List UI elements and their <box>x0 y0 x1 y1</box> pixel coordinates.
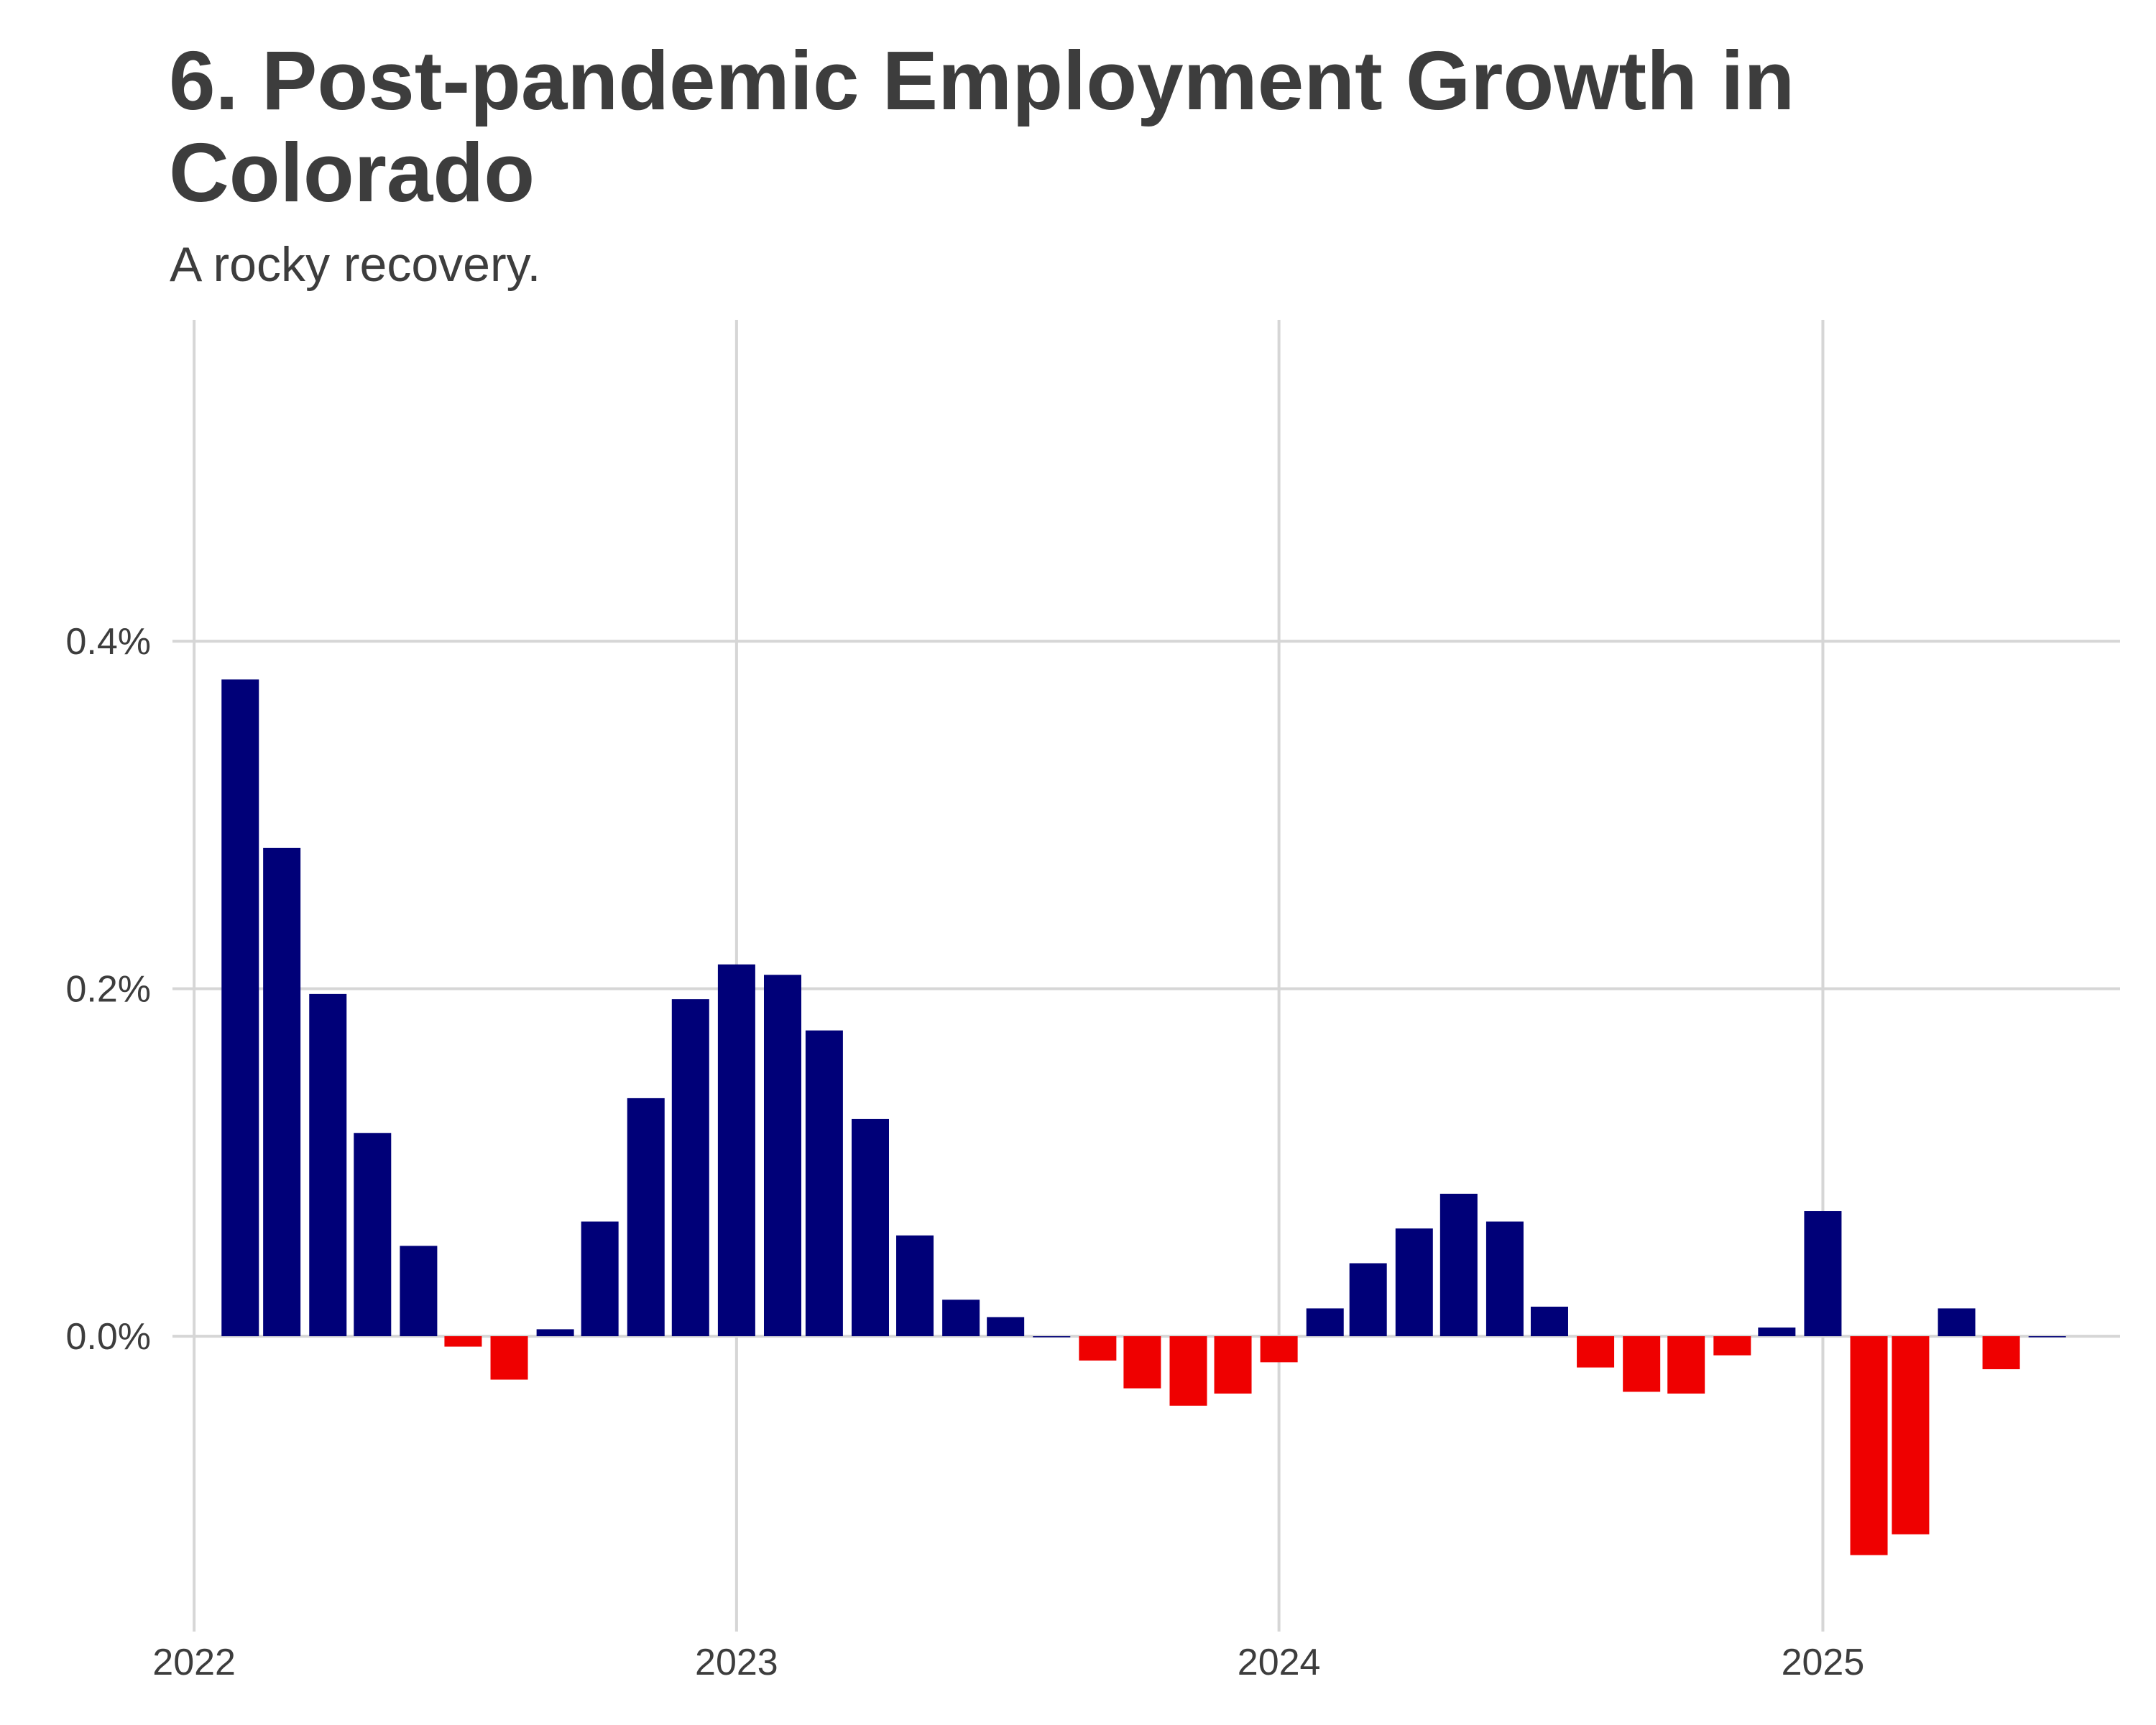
bar <box>1713 1336 1751 1356</box>
bar <box>896 1235 934 1337</box>
bar <box>1439 1193 1478 1337</box>
bars <box>221 679 2066 1555</box>
bar <box>1577 1336 1615 1368</box>
bar <box>1260 1336 1298 1363</box>
bar <box>763 975 801 1337</box>
bar <box>1850 1336 1888 1555</box>
bar <box>1033 1336 1071 1338</box>
bar <box>1123 1336 1161 1389</box>
bar <box>1758 1327 1796 1337</box>
y-tick-label: 0.2% <box>65 969 151 1011</box>
bar <box>1079 1336 1117 1361</box>
y-axis-tick-labels: 0.0% 0.2% 0.4% <box>65 621 151 1358</box>
bar <box>1349 1263 1387 1337</box>
bar <box>581 1221 619 1337</box>
x-tick-label: 2023 <box>695 1642 778 1683</box>
bar <box>1485 1221 1524 1337</box>
bar <box>354 1133 392 1337</box>
bar <box>1982 1336 2020 1369</box>
chart-subtitle: A rocky recovery. <box>170 237 541 292</box>
y-tick-label: 0.0% <box>65 1316 151 1358</box>
bar <box>444 1336 482 1347</box>
bar <box>1530 1306 1568 1337</box>
bar <box>490 1336 528 1380</box>
bar <box>400 1246 438 1337</box>
bar <box>942 1300 980 1337</box>
bar <box>671 999 709 1337</box>
x-tick-label: 2022 <box>152 1642 236 1683</box>
bar <box>1892 1336 1930 1535</box>
bar <box>1306 1308 1344 1337</box>
bar <box>717 964 755 1337</box>
bar <box>1938 1308 1976 1337</box>
x-tick-label: 2024 <box>1238 1642 1321 1683</box>
chart-title: 6. Post-pandemic Employment Growth in Co… <box>169 34 1795 219</box>
bar <box>309 993 347 1337</box>
bar <box>627 1098 665 1337</box>
bar <box>536 1329 574 1337</box>
x-gridlines <box>193 320 1825 1632</box>
bar <box>851 1118 889 1337</box>
x-tick-label: 2025 <box>1782 1642 1865 1683</box>
bar <box>1804 1211 1842 1337</box>
bar <box>221 679 259 1337</box>
bar <box>987 1317 1025 1337</box>
bar <box>1667 1336 1705 1394</box>
bar <box>1623 1336 1661 1392</box>
y-tick-label: 0.4% <box>65 621 151 663</box>
bar <box>263 847 301 1337</box>
bar <box>2028 1336 2066 1338</box>
x-axis-tick-labels: 2022 2023 2024 2025 <box>152 1642 1864 1683</box>
bar <box>1169 1336 1207 1406</box>
bar <box>1395 1228 1433 1337</box>
bar <box>1214 1336 1252 1394</box>
bar <box>805 1030 843 1337</box>
